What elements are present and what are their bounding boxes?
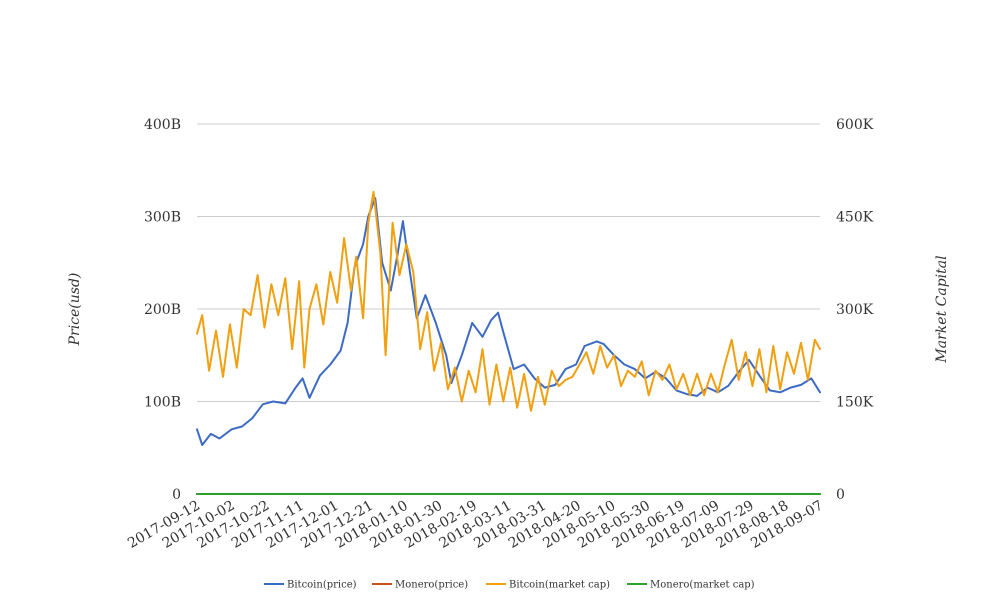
legend-label-bitcoin-market-cap: Bitcoin(market cap) bbox=[509, 580, 610, 591]
right-tick-label: 450K bbox=[836, 210, 874, 226]
legend: Bitcoin(price) Monero(price) Bitcoin(marke… bbox=[264, 580, 755, 591]
gridlines bbox=[197, 123, 820, 495]
legend-label-monero-market-cap: Monero(market cap) bbox=[650, 580, 755, 591]
bitcoin-market-cap-line bbox=[196, 190, 821, 412]
legend-label-bitcoin-price: Bitcoin(price) bbox=[287, 580, 357, 591]
right-tick-label: 150K bbox=[836, 395, 874, 411]
left-tick-label: 200B bbox=[144, 302, 181, 318]
left-axis-title: Price(usd) bbox=[67, 273, 83, 347]
series-lines bbox=[196, 190, 821, 495]
left-tick-label: 100B bbox=[144, 395, 181, 411]
right-tick-label: 300K bbox=[836, 302, 874, 318]
right-axis-title: Market Capital bbox=[934, 255, 950, 363]
left-tick-label: 0 bbox=[172, 487, 181, 503]
x-axis: 2017-09-122017-10-022017-10-222017-11-11… bbox=[125, 498, 826, 552]
legend-label-monero-price: Monero(price) bbox=[395, 580, 468, 591]
left-y-axis: 0 100B 200B 300B 400B bbox=[144, 117, 181, 503]
left-tick-label: 300B bbox=[144, 210, 181, 226]
right-y-axis: 0 150K 300K 450K 600K bbox=[836, 117, 874, 503]
left-tick-label: 400B bbox=[144, 117, 181, 133]
right-tick-label: 600K bbox=[836, 117, 874, 133]
right-tick-label: 0 bbox=[836, 487, 845, 503]
